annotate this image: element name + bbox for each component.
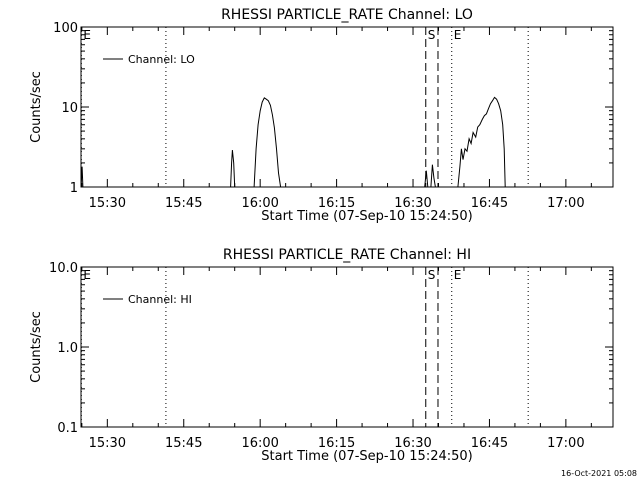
y-tick-label: 10.0 <box>49 261 78 276</box>
chart-title: RHESSI PARTICLE_RATE Channel: LO <box>221 7 473 23</box>
data-series-line <box>430 164 436 188</box>
x-tick-label: 16:00 <box>241 436 278 451</box>
data-series-line <box>457 96 506 188</box>
x-tick-label: 15:30 <box>89 196 126 211</box>
data-series-line <box>80 166 84 188</box>
x-tick-label: 16:15 <box>318 196 355 211</box>
event-marker-label: S <box>428 268 436 282</box>
y-tick-label: 10 <box>61 101 78 116</box>
x-tick-label: 16:45 <box>471 196 508 211</box>
x-tick-label: 15:45 <box>165 196 202 211</box>
x-tick-label: 16:30 <box>394 436 431 451</box>
y-axis-label: Counts/sec <box>29 311 44 383</box>
legend-label: Channel: HI <box>128 293 192 306</box>
panel-1: RHESSI PARTICLE_RATE Channel: HI 0.1 1.0 10… <box>29 247 614 464</box>
x-tick-label: 16:45 <box>471 436 508 451</box>
event-marker-label: E <box>83 28 91 42</box>
y-tick-label: 1.0 <box>57 341 78 356</box>
event-marker-label: E <box>454 268 462 282</box>
data-series-line <box>230 149 236 188</box>
y-tick-label: 0.1 <box>57 421 78 436</box>
event-marker-label: S <box>428 28 436 42</box>
event-marker-label: E <box>454 28 462 42</box>
panel-0: RHESSI PARTICLE_RATE Channel: LO 1 10 100 15… <box>29 7 614 224</box>
x-tick-label: 16:15 <box>318 436 355 451</box>
event-marker-label: E <box>83 268 91 282</box>
y-tick-label: 1 <box>70 181 78 196</box>
y-axis-label: Counts/sec <box>29 71 44 143</box>
legend-label: Channel: LO <box>128 53 195 66</box>
data-series-line <box>253 97 282 188</box>
x-tick-label: 17:00 <box>547 436 584 451</box>
data-series-line <box>424 170 429 188</box>
x-tick-label: 17:00 <box>547 196 584 211</box>
x-tick-label: 15:45 <box>165 436 202 451</box>
timestamp: 16-Oct-2021 05:08 <box>561 469 637 478</box>
y-tick-label: 100 <box>53 21 78 36</box>
x-tick-label: 16:00 <box>241 196 278 211</box>
x-tick-label: 16:30 <box>394 196 431 211</box>
chart-title: RHESSI PARTICLE_RATE Channel: HI <box>223 247 471 263</box>
x-tick-label: 15:30 <box>89 436 126 451</box>
x-axis-label: Start Time (07-Sep-10 15:24:50) <box>261 209 472 224</box>
x-axis-label: Start Time (07-Sep-10 15:24:50) <box>261 449 472 464</box>
